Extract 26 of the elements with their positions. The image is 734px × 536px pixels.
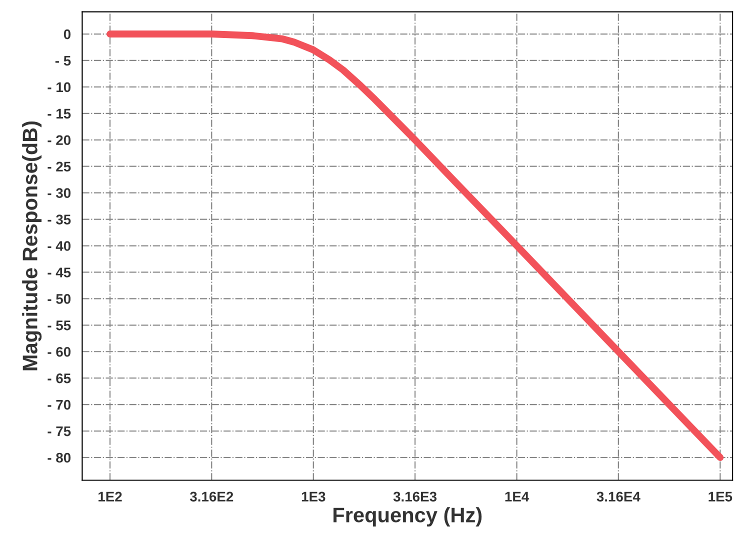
x-tick-label: 1E4 — [505, 492, 530, 502]
x-tick-label: 1E2 — [98, 492, 122, 502]
y-tick-label: - 5 — [55, 56, 71, 66]
y-tick-label: - 40 — [48, 241, 71, 251]
y-axis-title: Magnitude Response(dB) — [22, 121, 42, 370]
x-tick-label: 3.16E4 — [596, 492, 640, 502]
x-tick-label: 3.16E2 — [190, 492, 234, 502]
y-tick-label: - 80 — [48, 452, 71, 463]
y-tick-label: - 60 — [48, 346, 71, 357]
x-tick-label: 1E5 — [708, 492, 732, 502]
y-tick-label: - 65 — [48, 373, 71, 384]
x-tick-label: 1E3 — [302, 492, 326, 502]
y-tick-label: - 30 — [48, 188, 71, 198]
x-tick-label: 3.16E3 — [393, 492, 437, 502]
x-axis-title: Frequency (Hz) — [334, 507, 482, 527]
y-tick-label: - 35 — [48, 214, 71, 224]
y-tick-label: - 75 — [48, 426, 71, 436]
y-tick-label: 0 — [64, 29, 71, 40]
y-tick-label: - 10 — [48, 82, 71, 92]
y-tick-label: - 70 — [48, 400, 71, 410]
y-tick-label: - 25 — [48, 162, 71, 172]
y-tick-label: - 55 — [48, 320, 71, 330]
y-tick-label: - 15 — [48, 108, 71, 119]
y-tick-label: - 45 — [48, 268, 71, 278]
y-tick-label: - 20 — [48, 135, 71, 146]
y-tick-label: - 50 — [48, 294, 71, 304]
